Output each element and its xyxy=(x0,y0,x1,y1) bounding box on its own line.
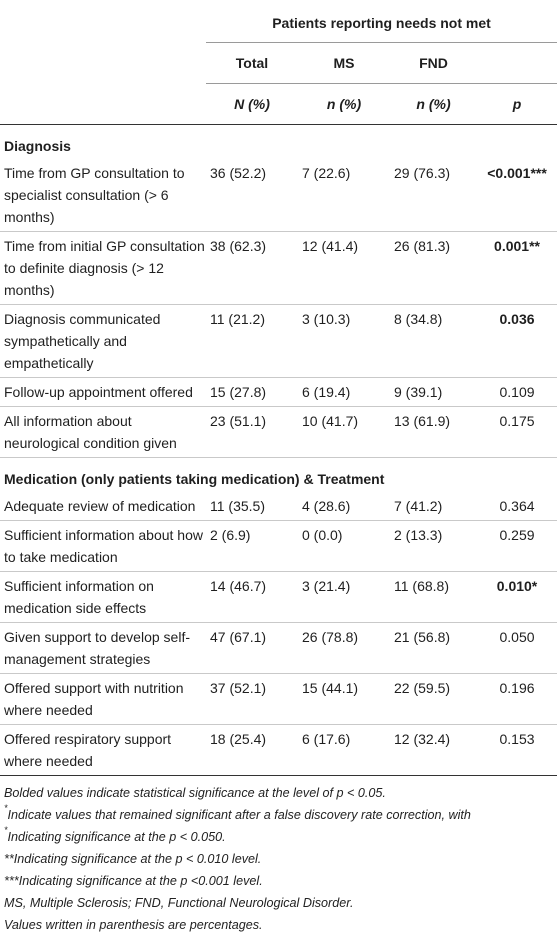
group-title: Patients reporting needs not met xyxy=(206,0,557,43)
footnote-line: MS, Multiple Sclerosis; FND, Functional … xyxy=(4,896,354,910)
cell-total: 38 (62.3) xyxy=(206,231,298,305)
cell-fnd: 11 (68.8) xyxy=(390,571,477,623)
column-header-fnd: FND xyxy=(390,42,477,84)
cell-ms: 4 (28.6) xyxy=(298,492,390,521)
row-label: Time from GP consultation to specialist … xyxy=(0,159,206,232)
row-label: Sufficient information on medication sid… xyxy=(0,571,206,623)
cell-p-value: 0.364 xyxy=(477,492,557,521)
cell-p-value: 0.001** xyxy=(477,231,557,305)
needs-not-met-table: Patients reporting needs not met Total M… xyxy=(0,0,557,776)
row-label: Given support to develop self-management… xyxy=(0,622,206,674)
cell-ms: 3 (21.4) xyxy=(298,571,390,623)
section-header-row: Medication (only patients taking medicat… xyxy=(0,458,557,493)
cell-total: 2 (6.9) xyxy=(206,520,298,572)
cell-fnd: 12 (32.4) xyxy=(390,724,477,776)
table-row: All information about neurological condi… xyxy=(0,406,557,458)
table-row: Adequate review of medication 11 (35.5) 4 … xyxy=(0,492,557,521)
row-label: Time from initial GP consultation to def… xyxy=(0,231,206,305)
column-header-total: Total xyxy=(206,42,298,84)
cell-fnd: 7 (41.2) xyxy=(390,492,477,521)
column-header-ms: MS xyxy=(298,42,390,84)
header-blank-cell xyxy=(477,42,557,84)
table-body: Diagnosis Time from GP consultation to sp… xyxy=(0,125,557,776)
table-row: Time from initial GP consultation to def… xyxy=(0,231,557,305)
cell-fnd: 9 (39.1) xyxy=(390,377,477,407)
footnote-line: Values written in parenthesis are percen… xyxy=(4,918,263,932)
cell-ms: 26 (78.8) xyxy=(298,622,390,674)
header-blank-cell xyxy=(0,0,206,43)
table-row: Sufficient information about how to take… xyxy=(0,520,557,572)
cell-fnd: 21 (56.8) xyxy=(390,622,477,674)
cell-ms: 10 (41.7) xyxy=(298,406,390,458)
table-row: Offered respiratory support where needed… xyxy=(0,724,557,776)
subheader-total: N (%) xyxy=(206,83,298,125)
cell-p-value: 0.153 xyxy=(477,724,557,776)
cell-ms: 6 (17.6) xyxy=(298,724,390,776)
cell-total: 11 (35.5) xyxy=(206,492,298,521)
cell-total: 23 (51.1) xyxy=(206,406,298,458)
footnote-text: Indicate values that remained significan… xyxy=(7,808,471,822)
cell-fnd: 22 (59.5) xyxy=(390,673,477,725)
cell-ms: 15 (44.1) xyxy=(298,673,390,725)
cell-total: 36 (52.2) xyxy=(206,159,298,232)
cell-total: 18 (25.4) xyxy=(206,724,298,776)
section-header-row: Diagnosis xyxy=(0,125,557,160)
table-row: Time from GP consultation to specialist … xyxy=(0,159,557,232)
section-title: Diagnosis xyxy=(4,138,71,154)
footnote-line: ***Indicating significance at the p <0.0… xyxy=(4,874,263,888)
section-title: Medication (only patients taking medicat… xyxy=(4,471,385,487)
table-row: Sufficient information on medication sid… xyxy=(0,571,557,623)
header-blank-cell xyxy=(0,43,206,84)
cell-total: 14 (46.7) xyxy=(206,571,298,623)
cell-fnd: 26 (81.3) xyxy=(390,231,477,305)
table-row: Follow-up appointment offered 15 (27.8) 6 … xyxy=(0,377,557,407)
cell-total: 11 (21.2) xyxy=(206,304,298,378)
footnote-line: *Indicating significance at the p < 0.05… xyxy=(4,824,554,848)
cell-ms: 0 (0.0) xyxy=(298,520,390,572)
table-row: Given support to develop self-management… xyxy=(0,622,557,674)
cell-fnd: 2 (13.3) xyxy=(390,520,477,572)
footnote-line: **Indicating significance at the p < 0.0… xyxy=(4,852,262,866)
cell-p-value: 0.175 xyxy=(477,406,557,458)
header-blank-cell xyxy=(0,83,206,125)
cell-total: 47 (67.1) xyxy=(206,622,298,674)
cell-p-value: <0.001*** xyxy=(477,159,557,232)
cell-total: 15 (27.8) xyxy=(206,377,298,407)
cell-p-value: 0.036 xyxy=(477,304,557,378)
table-footnotes: Bolded values indicate statistical signi… xyxy=(4,782,554,936)
row-label: Offered respiratory support where needed xyxy=(0,724,206,776)
cell-fnd: 13 (61.9) xyxy=(390,406,477,458)
cell-fnd: 8 (34.8) xyxy=(390,304,477,378)
cell-ms: 7 (22.6) xyxy=(298,159,390,232)
row-label: Follow-up appointment offered xyxy=(0,377,206,407)
footnote-mark: * xyxy=(4,824,8,835)
footnote-line: Bolded values indicate statistical signi… xyxy=(4,786,386,800)
subheader-fnd: n (%) xyxy=(390,83,477,125)
footnote-mark: * xyxy=(4,802,8,813)
cell-ms: 3 (10.3) xyxy=(298,304,390,378)
row-label: Offered support with nutrition where nee… xyxy=(0,673,206,725)
row-label: Adequate review of medication xyxy=(0,492,206,521)
subheader-p: p xyxy=(477,83,557,125)
row-label: Diagnosis communicated sympathetically a… xyxy=(0,304,206,378)
cell-p-value: 0.259 xyxy=(477,520,557,572)
footnote-line: *Indicate values that remained significa… xyxy=(4,802,554,826)
cell-fnd: 29 (76.3) xyxy=(390,159,477,232)
table-row: Offered support with nutrition where nee… xyxy=(0,673,557,725)
cell-total: 37 (52.1) xyxy=(206,673,298,725)
cell-p-value: 0.196 xyxy=(477,673,557,725)
table-row: Diagnosis communicated sympathetically a… xyxy=(0,304,557,378)
row-label: All information about neurological condi… xyxy=(0,406,206,458)
subheader-ms: n (%) xyxy=(298,83,390,125)
footnote-text: Indicating significance at the p < 0.050… xyxy=(7,830,226,844)
cell-ms: 6 (19.4) xyxy=(298,377,390,407)
cell-ms: 12 (41.4) xyxy=(298,231,390,305)
cell-p-value: 0.050 xyxy=(477,622,557,674)
row-label: Sufficient information about how to take… xyxy=(0,520,206,572)
cell-p-value: 0.010* xyxy=(477,571,557,623)
cell-p-value: 0.109 xyxy=(477,377,557,407)
